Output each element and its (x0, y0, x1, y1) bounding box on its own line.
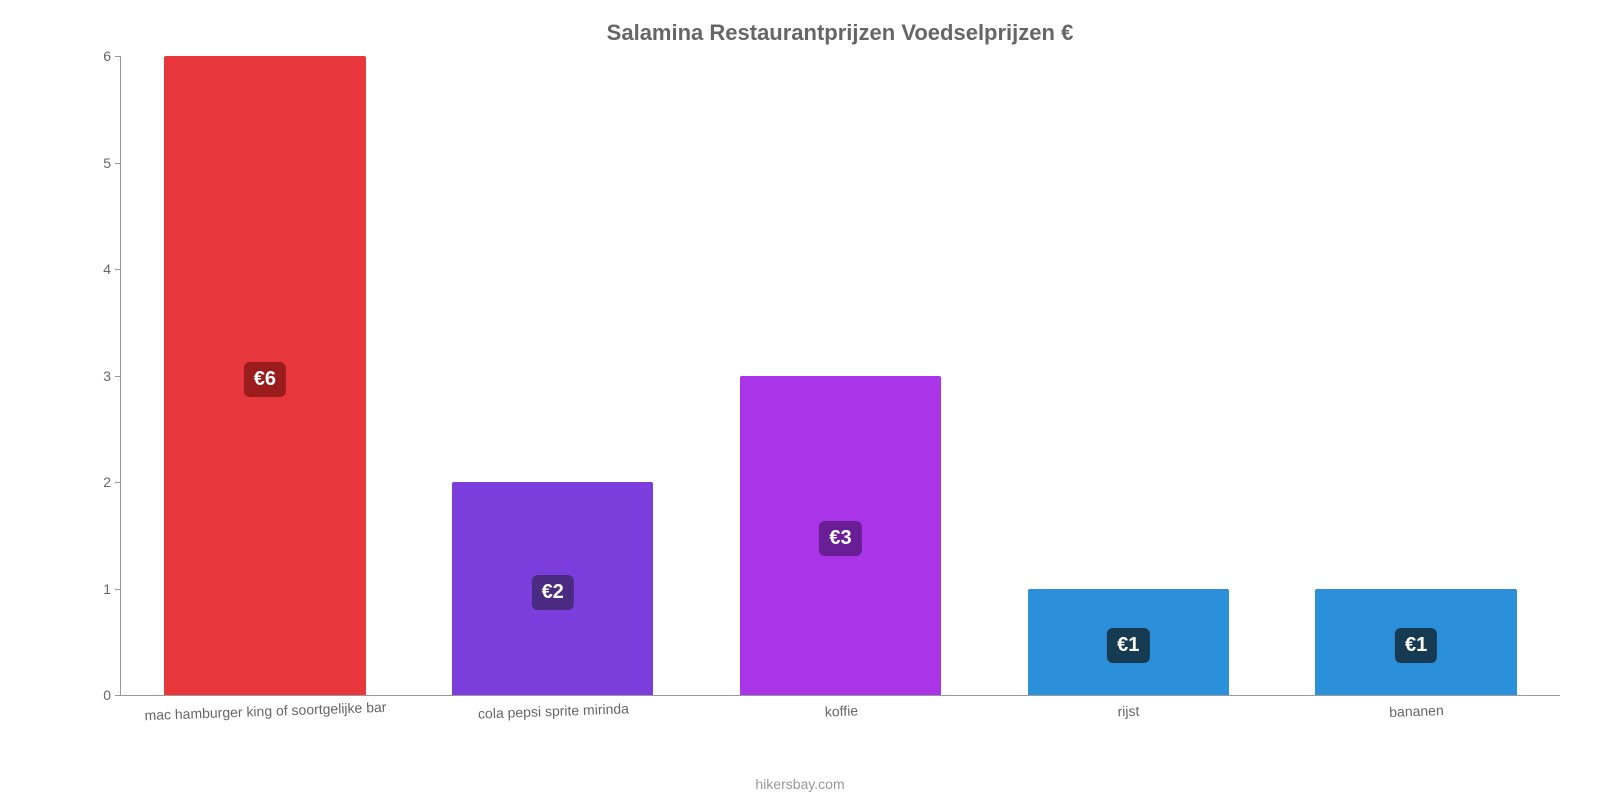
bar-slot: €1 (1272, 56, 1560, 695)
bar-slot: €3 (697, 56, 985, 695)
x-axis-label: koffie (697, 690, 985, 724)
x-axis-label: rijst (984, 690, 1272, 724)
ytick-label: 3 (103, 368, 121, 384)
ytick-label: 6 (103, 48, 121, 64)
ytick-label: 1 (103, 581, 121, 597)
bar: €6 (164, 56, 365, 695)
bar-value-badge: €1 (1107, 628, 1149, 663)
x-labels-row: mac hamburger king of soortgelijke barco… (121, 695, 1560, 719)
bar: €3 (740, 376, 941, 696)
bar-slot: €1 (984, 56, 1272, 695)
ytick-label: 2 (103, 474, 121, 490)
x-axis-label: cola pepsi sprite mirinda (409, 690, 697, 724)
bars-row: €6 €2 €3 €1 €1 (121, 56, 1560, 695)
bar: €1 (1028, 589, 1229, 696)
bar: €2 (452, 482, 653, 695)
ytick-label: 0 (103, 687, 121, 703)
attribution-text: hikersbay.com (755, 776, 844, 792)
chart-container: Salamina Restaurantprijzen Voedselprijze… (0, 0, 1600, 800)
x-axis-label: mac hamburger king of soortgelijke bar (121, 690, 409, 724)
ytick-label: 5 (103, 155, 121, 171)
plot-area: €6€2€3€1€1 mac hamburger king of soortge… (120, 56, 1560, 696)
x-axis-label: bananen (1272, 690, 1560, 724)
bar-value-badge: €1 (1395, 628, 1437, 663)
bar-value-badge: €2 (532, 575, 574, 610)
bar-slot: €2 (409, 56, 697, 695)
ytick-label: 4 (103, 261, 121, 277)
chart-title: Salamina Restaurantprijzen Voedselprijze… (120, 20, 1560, 46)
bar-value-badge: €6 (244, 362, 286, 397)
bar-slot: €6 (121, 56, 409, 695)
bar-value-badge: €3 (819, 521, 861, 556)
bar: €1 (1315, 589, 1516, 696)
